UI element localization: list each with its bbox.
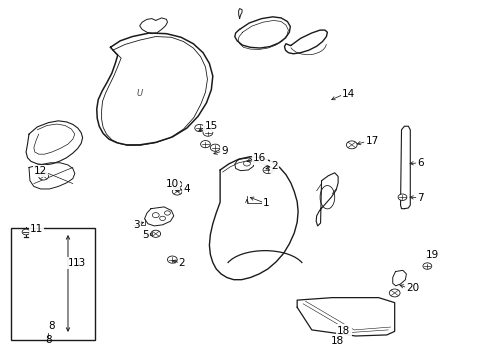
Circle shape <box>243 161 250 166</box>
Circle shape <box>39 173 48 180</box>
Text: 7: 7 <box>417 193 424 203</box>
Text: 5: 5 <box>142 230 148 240</box>
Text: 20: 20 <box>406 283 419 293</box>
Text: 17: 17 <box>365 136 378 146</box>
Text: 10: 10 <box>165 179 178 189</box>
Circle shape <box>397 194 406 201</box>
Circle shape <box>22 229 30 235</box>
Text: 8: 8 <box>45 334 52 345</box>
Text: 8: 8 <box>48 321 55 331</box>
Text: 18: 18 <box>336 325 350 336</box>
Text: 1: 1 <box>263 198 269 208</box>
Circle shape <box>194 125 204 132</box>
Circle shape <box>388 289 399 297</box>
Circle shape <box>200 140 210 148</box>
Circle shape <box>172 181 182 188</box>
Text: 15: 15 <box>204 121 217 131</box>
Circle shape <box>263 166 272 174</box>
Circle shape <box>152 213 159 218</box>
Text: 3: 3 <box>133 220 140 230</box>
Circle shape <box>164 211 170 215</box>
Circle shape <box>422 263 431 269</box>
Text: 13: 13 <box>73 258 86 268</box>
Text: 9: 9 <box>221 145 227 156</box>
Text: 6: 6 <box>417 158 424 168</box>
Text: 14: 14 <box>341 89 355 99</box>
Circle shape <box>167 256 177 263</box>
Circle shape <box>210 144 220 151</box>
Text: 12: 12 <box>34 166 47 176</box>
Circle shape <box>172 188 182 195</box>
Bar <box>11 228 95 339</box>
Text: 18: 18 <box>330 336 343 346</box>
Circle shape <box>346 141 356 149</box>
Text: 2: 2 <box>178 258 185 268</box>
Text: U: U <box>136 89 142 98</box>
Text: 16: 16 <box>253 153 266 163</box>
Text: 4: 4 <box>183 184 190 194</box>
Text: 13: 13 <box>68 258 81 268</box>
Text: 11: 11 <box>30 225 43 234</box>
Circle shape <box>203 129 212 136</box>
Text: 2: 2 <box>271 161 277 171</box>
Text: 19: 19 <box>425 250 438 260</box>
Circle shape <box>159 216 165 221</box>
Circle shape <box>151 230 160 237</box>
